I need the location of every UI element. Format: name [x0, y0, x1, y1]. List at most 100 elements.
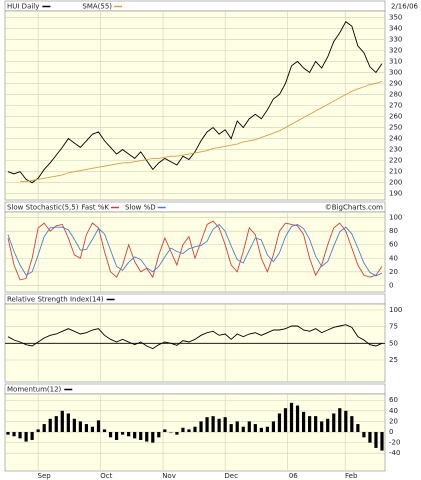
bar: [36, 429, 40, 433]
x-tick-label: Sep: [38, 472, 52, 480]
panel-title: Relative Strength Index(14): [7, 296, 104, 304]
bar: [108, 432, 113, 438]
bar: [84, 424, 89, 433]
bar: [320, 421, 324, 433]
bar: [332, 413, 336, 433]
y-tick-label: -40: [389, 449, 400, 457]
bar: [127, 432, 131, 437]
bar: [217, 418, 221, 433]
y-tick-label: 60: [389, 396, 398, 404]
legend-label: SMA(55): [82, 3, 112, 11]
bar: [247, 421, 251, 433]
bar: [6, 432, 10, 435]
bar: [253, 424, 257, 433]
series-line: [7, 220, 383, 281]
y-tick-label: 40: [389, 407, 398, 415]
y-tick-label: 0: [389, 281, 393, 289]
y-tick-label: 25: [389, 356, 398, 364]
bar: [259, 427, 263, 433]
y-tick-label: 230: [389, 146, 402, 154]
x-tick-label: Nov: [162, 472, 176, 480]
x-tick-label: Oct: [100, 472, 112, 480]
y-tick-label: 60: [389, 241, 398, 249]
legend-label: Fast %K: [81, 204, 109, 212]
bar: [362, 432, 366, 438]
y-tick-label: 340: [389, 24, 402, 32]
bar: [265, 426, 269, 433]
x-tick-label: Dec: [224, 472, 238, 480]
bar: [66, 413, 70, 433]
y-tick-label: 330: [389, 35, 402, 43]
bar: [42, 424, 46, 433]
bar: [344, 410, 348, 433]
bar: [374, 432, 378, 448]
bar: [356, 424, 360, 433]
bar: [241, 426, 245, 433]
series-line: [7, 324, 383, 350]
bar: [205, 417, 209, 433]
bar: [151, 432, 155, 443]
bar: [139, 432, 143, 440]
bar: [277, 413, 282, 433]
bar: [314, 416, 318, 433]
bar: [24, 432, 28, 442]
bar: [72, 418, 76, 433]
bar: [157, 432, 161, 438]
bar: [326, 418, 330, 433]
bar: [295, 405, 300, 433]
panel-header: [4, 383, 386, 395]
bar: [169, 432, 173, 433]
bar: [229, 424, 233, 433]
bar: [30, 432, 34, 440]
y-tick-label: 40: [389, 254, 398, 262]
bar: [271, 421, 276, 433]
bar: [12, 432, 16, 437]
bar: [368, 432, 372, 443]
bar: [175, 432, 179, 435]
bar: [350, 416, 354, 433]
panel-title: HUI Daily: [7, 3, 39, 11]
bar: [78, 421, 82, 433]
y-tick-label: 320: [389, 46, 402, 54]
bar: [90, 426, 95, 433]
y-tick-label: 290: [389, 79, 402, 87]
legend-label: Slow %D: [125, 204, 156, 212]
y-tick-label: -20: [389, 439, 400, 447]
y-tick-label: 270: [389, 102, 402, 110]
y-tick-label: 280: [389, 90, 402, 98]
panel-title: Momentum(12): [7, 386, 62, 394]
y-tick-label: 190: [389, 190, 402, 198]
bar: [199, 421, 203, 433]
y-tick-label: 300: [389, 68, 402, 76]
series-line: [7, 223, 383, 277]
panel-title: Slow Stochastic(5,5): [7, 204, 79, 212]
bar: [211, 416, 215, 433]
bar: [380, 432, 384, 451]
y-tick-label: 260: [389, 113, 402, 121]
bar: [193, 426, 197, 433]
y-tick-label: 20: [389, 417, 398, 425]
bar: [283, 408, 288, 433]
bar: [18, 432, 22, 439]
bar: [145, 432, 149, 442]
x-tick-label: Feb: [345, 472, 358, 480]
y-tick-label: 240: [389, 135, 402, 143]
x-tick-label: 06: [289, 472, 298, 480]
y-tick-label: 100: [389, 306, 402, 314]
bar: [133, 432, 137, 439]
panel-plot: [4, 211, 386, 293]
bar: [48, 418, 52, 433]
bar: [163, 429, 167, 433]
credit-label: ©BigCharts.com: [325, 204, 383, 212]
bar: [96, 420, 101, 433]
bar: [114, 432, 119, 440]
panel-plot: [4, 393, 386, 472]
y-tick-label: 250: [389, 124, 402, 132]
y-tick-label: 210: [389, 168, 402, 176]
bar: [181, 427, 185, 433]
bar: [102, 429, 107, 433]
bar: [187, 429, 191, 433]
bar: [60, 410, 64, 433]
panel-header: [4, 0, 386, 12]
